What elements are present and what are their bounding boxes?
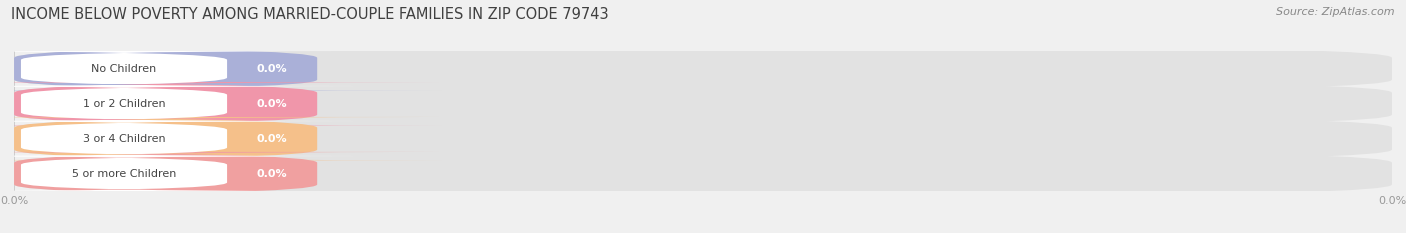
FancyBboxPatch shape (0, 117, 441, 160)
Text: 5 or more Children: 5 or more Children (72, 169, 176, 178)
Text: 0.0%: 0.0% (257, 99, 287, 109)
FancyBboxPatch shape (14, 152, 1392, 195)
Text: Source: ZipAtlas.com: Source: ZipAtlas.com (1277, 7, 1395, 17)
FancyBboxPatch shape (14, 47, 1392, 90)
Text: INCOME BELOW POVERTY AMONG MARRIED-COUPLE FAMILIES IN ZIP CODE 79743: INCOME BELOW POVERTY AMONG MARRIED-COUPL… (11, 7, 609, 22)
Text: 0.0%: 0.0% (257, 64, 287, 74)
FancyBboxPatch shape (0, 82, 441, 125)
FancyBboxPatch shape (14, 117, 1392, 160)
FancyBboxPatch shape (0, 47, 441, 90)
FancyBboxPatch shape (0, 121, 371, 156)
Text: 1 or 2 Children: 1 or 2 Children (83, 99, 166, 109)
Text: 0.0%: 0.0% (257, 134, 287, 144)
FancyBboxPatch shape (0, 51, 371, 86)
FancyBboxPatch shape (0, 156, 371, 191)
FancyBboxPatch shape (14, 82, 1392, 125)
Text: No Children: No Children (91, 64, 156, 74)
Text: 3 or 4 Children: 3 or 4 Children (83, 134, 166, 144)
Text: 0.0%: 0.0% (257, 169, 287, 178)
FancyBboxPatch shape (0, 152, 441, 195)
FancyBboxPatch shape (0, 86, 371, 121)
